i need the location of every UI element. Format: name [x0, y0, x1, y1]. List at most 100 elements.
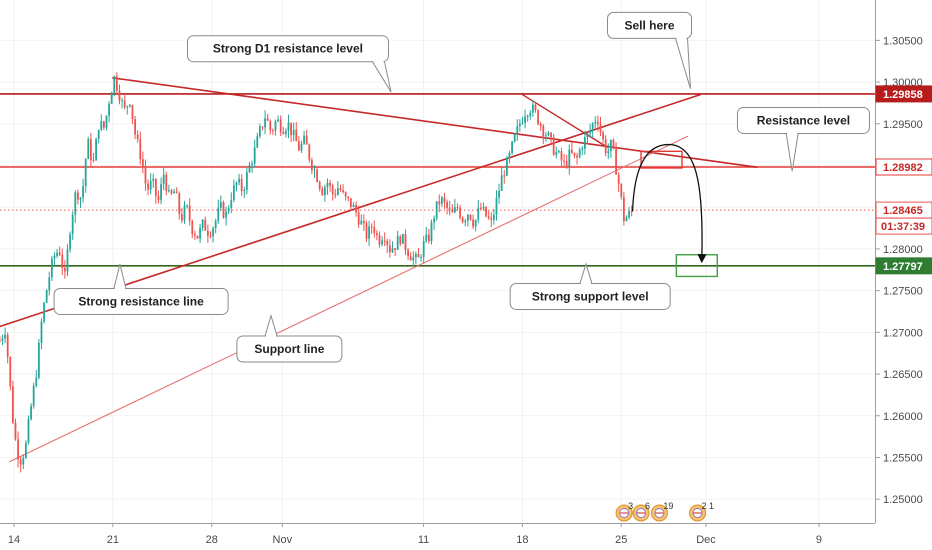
candle-body: [160, 184, 162, 201]
candle-body: [594, 122, 597, 124]
candle-body: [27, 419, 30, 443]
event-badge[interactable]: 19: [650, 501, 673, 522]
candle-body: [464, 220, 467, 223]
candle-body: [141, 159, 144, 168]
candle-body: [105, 115, 108, 128]
candle-body: [630, 211, 633, 213]
callout-label: Resistance level: [757, 113, 850, 127]
callout[interactable]: Strong support level: [509, 262, 671, 310]
candle-body: [602, 132, 604, 140]
candle-body: [407, 250, 409, 257]
candle-body: [147, 183, 149, 190]
candle-body: [165, 174, 168, 192]
candle-body: [466, 214, 469, 221]
candle-body: [108, 103, 110, 116]
candle-body: [414, 253, 417, 258]
candle-body: [349, 198, 352, 208]
candle-body: [84, 159, 87, 187]
candle-body: [248, 165, 251, 173]
candle-body: [235, 182, 238, 186]
price-tags: 1.29858 1.28982 1.28465 01:37:39 1.27797: [875, 85, 932, 275]
candle-body: [269, 120, 272, 131]
candle-body: [451, 209, 454, 213]
candle-body: [206, 230, 209, 236]
candle-body: [170, 190, 173, 194]
callout-pointer: [372, 61, 392, 93]
candle-body: [378, 234, 381, 245]
x-tick-label: Dec: [696, 534, 716, 546]
event-badge[interactable]: 2 1: [689, 501, 715, 522]
candle-body: [420, 256, 422, 258]
candle-body: [115, 76, 118, 91]
candle-body: [565, 160, 568, 167]
callouts[interactable]: Strong D1 resistance level Sell here Resis…: [53, 11, 870, 363]
candle-body: [607, 151, 610, 154]
candle-body: [17, 439, 19, 460]
candle-body: [542, 125, 545, 137]
candle-body: [482, 206, 485, 209]
candle-body: [261, 126, 264, 128]
candle-body: [409, 256, 412, 261]
candle-body: [310, 159, 313, 171]
event-badge[interactable]: 6: [632, 501, 650, 522]
candle-body: [417, 253, 420, 258]
candle-body: [9, 356, 12, 387]
candle-body: [305, 135, 308, 145]
candle-body: [24, 442, 27, 458]
candle-body: [217, 207, 220, 221]
candle-body: [339, 188, 342, 191]
candle-body: [139, 139, 142, 160]
candle-body: [511, 141, 513, 154]
callout[interactable]: Resistance level: [736, 106, 870, 172]
candle-body: [290, 122, 292, 136]
candle-body: [391, 248, 394, 253]
event-badges[interactable]: 3 6 19 2 1: [615, 501, 715, 522]
candle-body: [225, 211, 227, 218]
candle-body: [279, 119, 282, 133]
callout[interactable]: Strong D1 resistance level: [186, 35, 392, 93]
price-tag-label: 1.28982: [883, 162, 923, 174]
candle-body: [82, 186, 84, 198]
candle-body: [599, 123, 602, 133]
candle-body: [448, 207, 451, 210]
x-tick-label: 21: [107, 534, 119, 546]
candle-body: [240, 178, 243, 192]
candle-body: [300, 143, 303, 151]
time-axis[interactable]: 14 21 28 Nov 11 18 25 Dec 9: [0, 523, 875, 546]
candle-body: [430, 222, 433, 242]
candle-body: [375, 232, 378, 235]
candle-body: [609, 139, 612, 152]
candle-body: [258, 126, 261, 137]
candle-body: [344, 192, 347, 197]
y-tick-label: 1.27500: [883, 286, 923, 298]
price-tag-current-price: 1.28465 01:37:39: [875, 201, 932, 235]
candle-body: [61, 254, 64, 268]
callout[interactable]: Strong resistance line: [53, 263, 229, 315]
callout[interactable]: Support line: [236, 313, 343, 363]
candle-body: [214, 220, 217, 229]
callout[interactable]: Sell here: [607, 11, 693, 89]
x-tick-label: 18: [516, 534, 528, 546]
candle-body: [547, 132, 550, 136]
y-tick-label: 1.29500: [883, 119, 923, 131]
trendline-local-top-line: [521, 93, 608, 148]
candle-body: [191, 220, 194, 235]
price-tag-strong-support: 1.27797: [875, 257, 932, 275]
candle-body: [1, 338, 4, 341]
candle-body: [251, 163, 253, 166]
countdown-bg: [875, 217, 932, 235]
candle-body: [69, 234, 71, 250]
candle-body: [440, 197, 443, 205]
candle-body: [318, 181, 321, 189]
candle-body: [404, 233, 407, 251]
event-badge[interactable]: 3: [615, 501, 633, 522]
candle-body: [508, 153, 511, 158]
candle-body: [438, 201, 441, 205]
candle-body: [563, 160, 565, 162]
callout-label: Strong D1 resistance level: [213, 42, 363, 56]
candle-body: [50, 258, 53, 278]
callout-box: [53, 287, 229, 315]
candle-body: [76, 192, 79, 200]
candlesticks: [0, 72, 633, 473]
